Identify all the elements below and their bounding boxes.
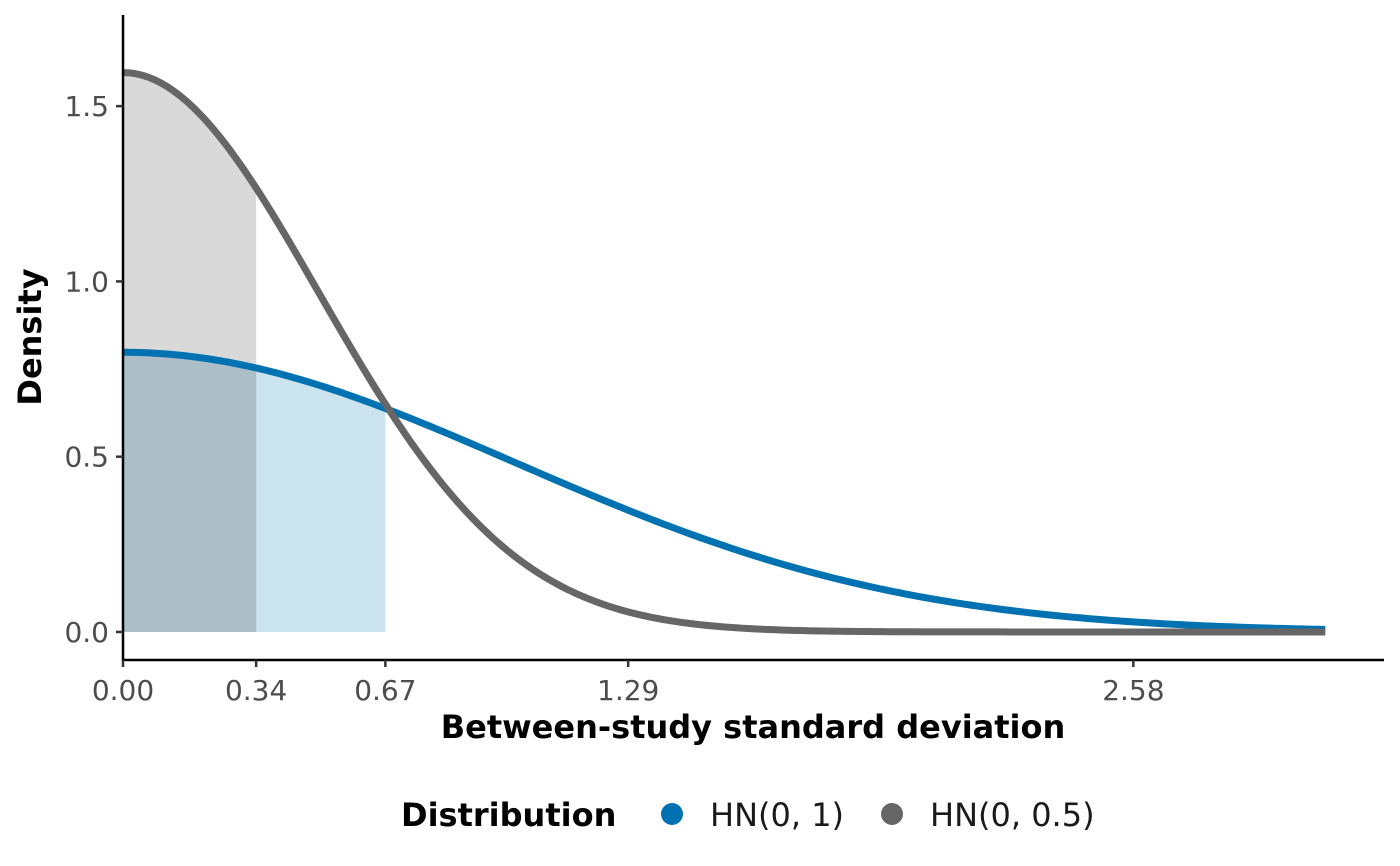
y-tick-label: 0.5 [64, 441, 109, 474]
x-axis-ticks: 0.00 0.34 0.67 1.29 2.58 [92, 660, 1165, 707]
y-axis-title: Density [11, 268, 49, 405]
legend-title: Distribution [401, 796, 616, 834]
legend-items: HN(0, 1) HN(0, 0.5) [661, 796, 1095, 834]
shaded-areas [123, 72, 386, 632]
legend-key-hn-0-0.5 [881, 803, 903, 825]
y-tick-label: 1.5 [64, 90, 109, 123]
y-tick-label: 0.0 [64, 616, 109, 649]
density-curves [122, 69, 1326, 636]
x-tick-label: 2.58 [1102, 674, 1164, 707]
legend-label-hn-0-0.5: HN(0, 0.5) [930, 796, 1095, 834]
x-tick-label: 0.67 [354, 674, 416, 707]
x-axis-title: Between-study standard deviation [441, 708, 1066, 746]
x-tick-label: 0.34 [225, 674, 287, 707]
y-axis-ticks: 0.0 0.5 1.0 1.5 [64, 90, 123, 649]
legend: Distribution HN(0, 1) HN(0, 0.5) [401, 796, 1095, 834]
x-tick-label: 1.29 [597, 674, 659, 707]
density-curve-hn-0-1 [122, 348, 1326, 633]
legend-key-hn-0-1 [661, 803, 683, 825]
density-curve-hn-0-0.5 [122, 69, 1326, 636]
shaded-area-overlap [123, 352, 257, 632]
legend-label-hn-0-1: HN(0, 1) [710, 796, 844, 834]
y-tick-label: 1.0 [64, 265, 109, 298]
x-tick-label: 0.00 [92, 674, 154, 707]
